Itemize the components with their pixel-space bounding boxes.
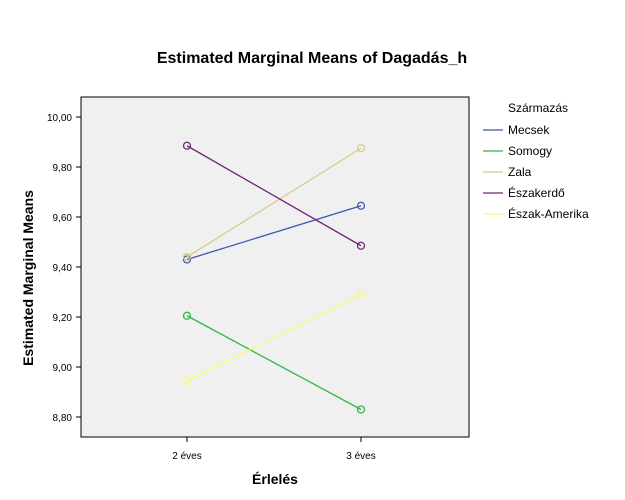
legend-title: Származás [508, 101, 568, 115]
data-point [182, 141, 192, 150]
y-tick-label: 10,00 [47, 113, 72, 124]
data-point [356, 201, 366, 210]
chart-title: Estimated Marginal Means of Dagadás_h [157, 50, 467, 67]
series-layer [182, 141, 366, 414]
data-point [182, 255, 192, 264]
series-line-2 [186, 147, 362, 258]
data-point [356, 144, 366, 153]
legend-entry: Somogy [508, 144, 552, 158]
y-tick-label: 8,80 [53, 413, 73, 424]
series-line-4 [186, 293, 362, 382]
data-point [182, 311, 192, 320]
y-tick-label: 9,40 [53, 263, 73, 274]
y-axis-label: Estimated Marginal Means [20, 190, 36, 366]
series-line-1 [186, 315, 362, 411]
data-point [356, 290, 366, 299]
plot-area [80, 96, 470, 438]
data-point [356, 241, 366, 250]
legend-entry: Észak-Amerika [508, 206, 589, 221]
x-tick-label: 3 éves [346, 451, 375, 462]
legend-entry: Zala [508, 165, 532, 179]
legend-entry: Mecsek [508, 123, 550, 137]
data-point [182, 252, 192, 262]
y-axis: 8,80 9,00 9,20 9,40 9,60 9,80 10,00 [47, 113, 81, 424]
series-line-3 [186, 145, 362, 247]
y-tick-label: 9,20 [53, 313, 73, 324]
y-tick-label: 9,00 [53, 363, 73, 374]
x-axis: 2 éves 3 éves [172, 437, 376, 462]
x-tick-label: 2 éves [172, 451, 201, 462]
series-line-0 [186, 205, 362, 261]
data-point [356, 405, 366, 414]
legend-entry: Északerdő [508, 185, 565, 200]
legend: Származás Mecsek Somogy Zala Északerdő Észak… [483, 101, 589, 221]
legend-items: Mecsek Somogy Zala Északerdő Észak-Amerika [483, 123, 589, 221]
y-tick-label: 9,60 [53, 213, 73, 224]
data-point [182, 376, 192, 385]
y-tick-label: 9,80 [53, 163, 73, 174]
x-axis-label: Érlelés [252, 471, 298, 487]
